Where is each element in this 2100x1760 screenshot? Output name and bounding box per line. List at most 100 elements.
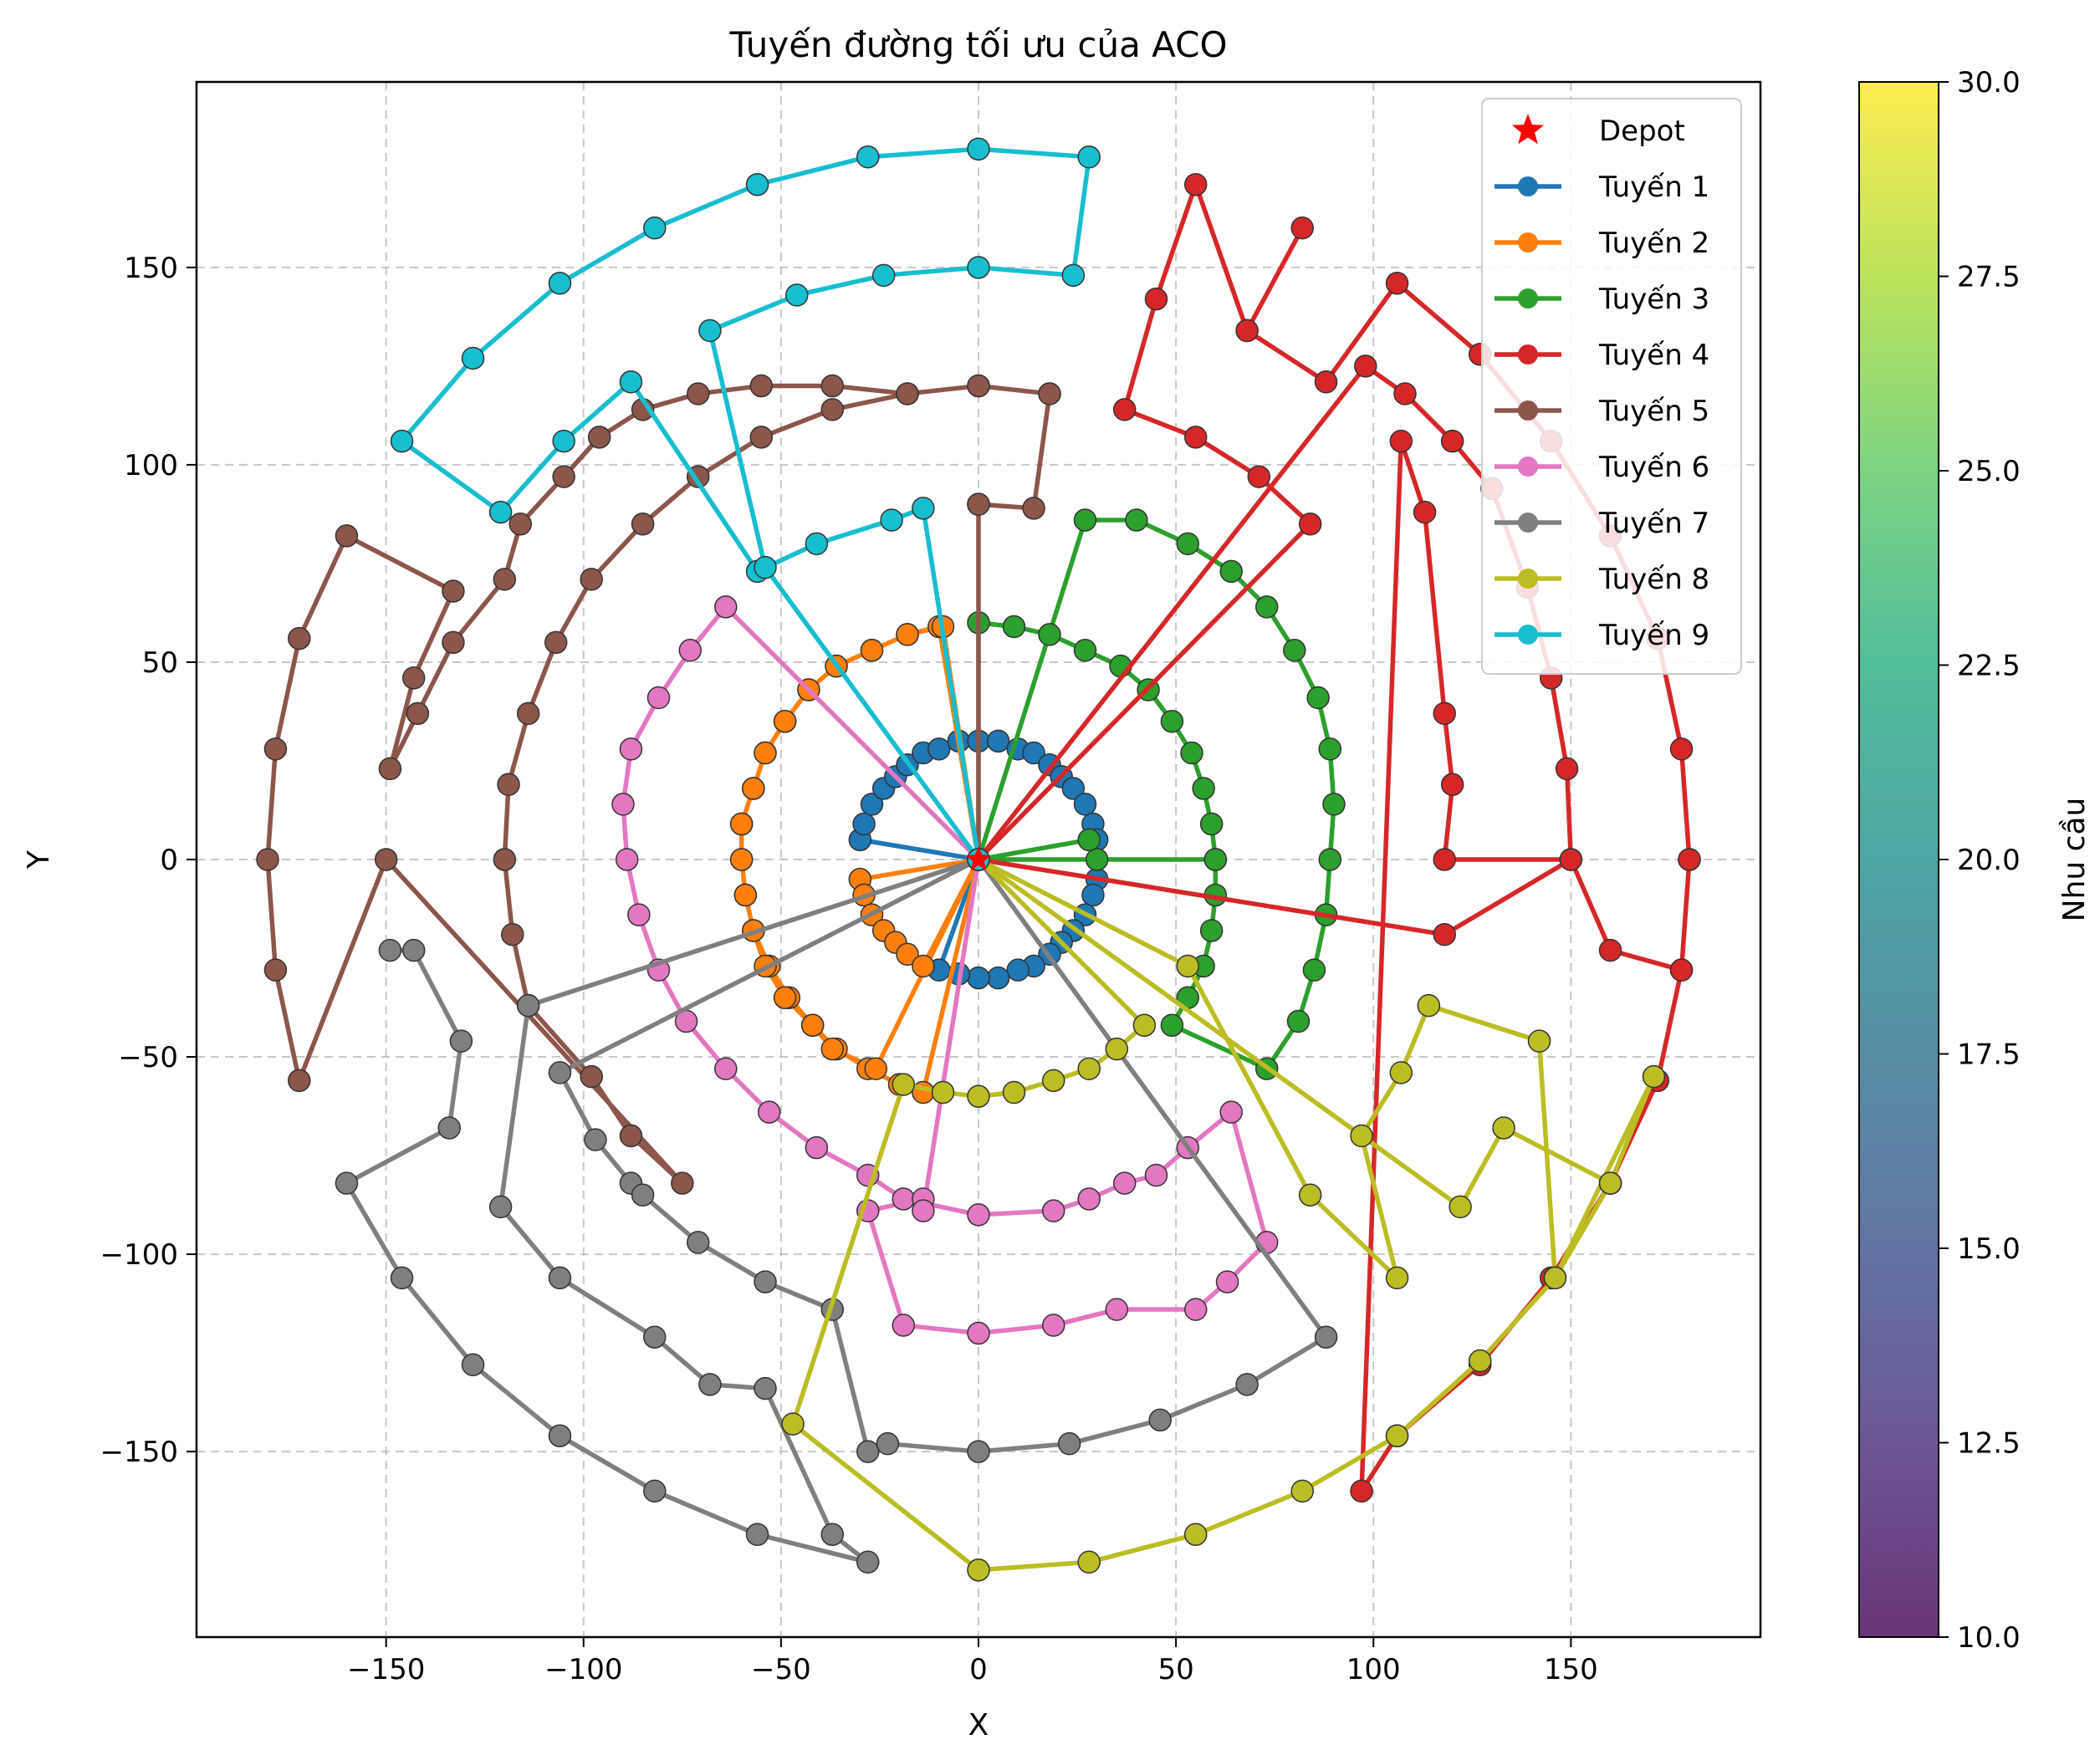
route-point [1393, 382, 1417, 406]
route-point [1105, 1037, 1129, 1061]
route-point [742, 777, 765, 800]
legend-label: Tuyến 5 [1598, 395, 1709, 428]
route-point [729, 812, 754, 836]
route-point [805, 532, 829, 556]
route-point [852, 812, 876, 836]
route-point [876, 1431, 900, 1456]
route-point [1038, 382, 1061, 406]
route-point [1314, 1325, 1338, 1349]
route-point [1235, 319, 1259, 343]
route-point [1144, 1163, 1168, 1187]
legend-marker [1518, 232, 1538, 253]
route-point [1440, 773, 1464, 797]
route-6 [611, 595, 1279, 1345]
route-point [967, 374, 990, 398]
route-point [1077, 145, 1101, 169]
route-point [643, 1325, 667, 1349]
route-point [686, 382, 710, 406]
route-point [508, 512, 532, 536]
route-point [1132, 1013, 1157, 1038]
route-point [754, 1270, 777, 1293]
route-point [516, 701, 540, 726]
route-point [1081, 883, 1105, 907]
route-3 [967, 508, 1346, 1080]
route-point [1022, 741, 1045, 765]
y-tick-label: −100 [100, 1238, 178, 1272]
route-point [1041, 1069, 1065, 1093]
route-point [461, 1353, 485, 1377]
route-point [263, 958, 288, 982]
route-point [516, 993, 540, 1018]
route-point [1298, 1183, 1322, 1207]
route-point [442, 579, 465, 603]
route-point [1433, 848, 1456, 871]
legend-label: Tuyến 2 [1598, 227, 1709, 260]
y-tick-label: −50 [118, 1041, 178, 1074]
route-point [580, 1064, 603, 1089]
route-point [1160, 1013, 1184, 1038]
route-point [1219, 1100, 1243, 1124]
colorbar-tick-label: 27.5 [1957, 261, 2021, 294]
route-point [1061, 263, 1086, 288]
route-point [896, 942, 919, 967]
route-point [800, 1013, 825, 1038]
route-point [754, 1376, 777, 1400]
route-point [497, 773, 520, 797]
legend: Depot Tuyến 1 Tuyến 2 Tuyến 3 Tuyến 4 Tuyến 5… [1481, 98, 1742, 675]
route-point [1183, 1298, 1208, 1321]
route-point [548, 1061, 572, 1084]
y-tick-label: 100 [124, 449, 178, 482]
route-point [1125, 508, 1148, 532]
route-point [1389, 429, 1413, 453]
x-tick-label: −150 [347, 1653, 425, 1686]
route-point [912, 497, 935, 520]
route-point [501, 922, 524, 946]
route-point [335, 524, 359, 548]
route-point [1041, 1314, 1065, 1337]
route-point [1389, 1061, 1413, 1084]
route-point [615, 848, 639, 871]
route-point [1057, 1431, 1081, 1456]
route-point [967, 1440, 990, 1463]
route-point [785, 283, 809, 307]
route-point [1215, 1270, 1239, 1293]
route-point [1041, 1199, 1065, 1222]
route-point [1219, 559, 1243, 584]
route-point [378, 938, 402, 962]
route-point [1183, 172, 1208, 196]
route-point [1199, 919, 1224, 942]
route-point [714, 1057, 738, 1080]
route-5 [256, 374, 1061, 1195]
route-point [390, 429, 414, 453]
route-point [1492, 1116, 1515, 1140]
y-tick-label: 50 [142, 646, 178, 680]
route-point [548, 1266, 572, 1290]
route-point [1002, 615, 1026, 639]
route-point [860, 639, 884, 662]
route-point [1061, 777, 1086, 800]
route-point [1073, 639, 1097, 662]
route-point [1286, 1009, 1311, 1033]
route-point [1417, 993, 1441, 1018]
route-point [1318, 848, 1342, 871]
route-point [288, 626, 311, 650]
x-tick-label: −50 [751, 1653, 811, 1686]
route-point [967, 1558, 990, 1582]
route-point [1678, 848, 1701, 871]
route-point [1322, 793, 1346, 816]
legend-marker [1518, 176, 1538, 196]
legend-marker [1518, 457, 1538, 477]
legend-label: Tuyến 3 [1598, 283, 1709, 316]
route-point [820, 1037, 845, 1061]
route-point [892, 1073, 916, 1096]
route-point [1203, 848, 1228, 871]
x-axis-label: X [968, 1708, 989, 1742]
route-point [1002, 1080, 1026, 1104]
route-point [580, 568, 603, 591]
route-point [678, 639, 703, 662]
route-point [1385, 272, 1409, 295]
route-point [461, 346, 485, 370]
route-point [856, 1440, 880, 1463]
route-point [1144, 287, 1168, 311]
route-point [1235, 1373, 1259, 1396]
